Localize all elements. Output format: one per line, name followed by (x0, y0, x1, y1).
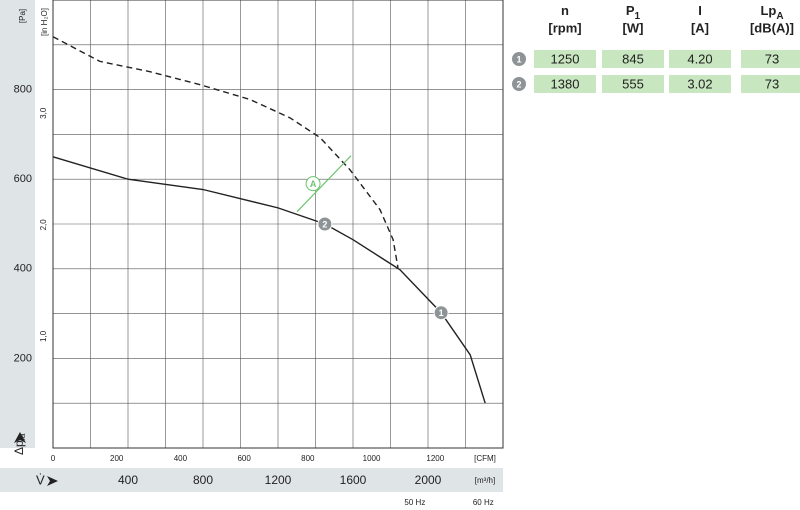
row-marker-label: 1 (516, 54, 521, 64)
point-label: 1 (439, 308, 444, 318)
point-label: A (310, 179, 317, 189)
x-tick-label: 1600 (340, 473, 367, 487)
x2-tick-label: 1000 (363, 454, 381, 463)
table-cell (534, 50, 596, 68)
y-tick-label: 600 (14, 173, 32, 185)
table-header: I (698, 3, 702, 18)
table-cell-text: 1250 (551, 51, 580, 66)
x-arrow (47, 476, 58, 486)
x-tick-label: 2000 (415, 473, 442, 487)
x2-tick-label: 200 (110, 454, 124, 463)
operating-point (317, 216, 333, 232)
y-tick-label: 800 (14, 84, 32, 96)
table-cell-text: 4.20 (687, 51, 712, 66)
row-marker-label: 2 (516, 79, 521, 89)
y2-unit: [in H₂O] (40, 8, 49, 36)
x2-unit: [CFM] (474, 454, 496, 463)
table-cell (602, 50, 664, 68)
table-cell (741, 75, 800, 93)
y-band (0, 0, 35, 448)
y-arrow (14, 432, 26, 443)
row-marker (512, 77, 526, 91)
y2-tick-label: 3,0 (39, 107, 48, 119)
table-cell (534, 75, 596, 93)
x-band (0, 468, 503, 492)
y2-tick-label: 1,0 (39, 330, 48, 342)
x-tick-label: 400 (118, 473, 138, 487)
operating-point (433, 305, 449, 321)
table-cell (669, 50, 731, 68)
table-cell-text: 845 (622, 51, 644, 66)
table-cell-text: 73 (765, 76, 779, 91)
x-axis-label: V̇ (36, 472, 45, 487)
operating-point (305, 176, 321, 192)
table-unit: [W] (623, 20, 644, 35)
x-tick-label: 1200 (265, 473, 292, 487)
table-cell-text: 73 (765, 51, 779, 66)
table-unit: [rpm] (548, 20, 581, 35)
x2-tick-label: 400 (174, 454, 188, 463)
table-unit: [A] (691, 20, 709, 35)
table-header: LpA (760, 3, 783, 21)
curve (52, 36, 399, 269)
table-header: n (561, 3, 569, 18)
x-unit: [m³/h] (475, 476, 495, 485)
y-tick-label: 200 (14, 352, 32, 364)
y2-tick-label: 2,0 (39, 219, 48, 231)
footnote: 60 Hz (473, 498, 494, 507)
plot-frame (52, 0, 504, 449)
x2-tick-label: 800 (301, 454, 315, 463)
table-cell-text: 555 (622, 76, 644, 91)
system-line (296, 155, 352, 213)
x2-tick-label: 600 (237, 454, 251, 463)
table-cell (602, 75, 664, 93)
x2-tick-label: 0 (51, 454, 56, 463)
table-cell (669, 75, 731, 93)
table-cell-text: 3.02 (687, 76, 712, 91)
table-header: P1 (626, 3, 641, 21)
y-tick-label: 400 (14, 263, 32, 275)
x-tick-label: 800 (193, 473, 213, 487)
point-label: 2 (322, 219, 327, 229)
table-cell-text: 1380 (551, 76, 580, 91)
curve (52, 156, 486, 404)
footnote: 50 Hz (404, 498, 425, 507)
y-axis-label: Δpfa (12, 433, 27, 455)
table-cell (741, 50, 800, 68)
row-marker (512, 52, 526, 66)
y-unit: [Pa] (18, 9, 27, 23)
x2-tick-label: 1200 (426, 454, 444, 463)
table-unit: [dB(A)] (750, 20, 794, 35)
